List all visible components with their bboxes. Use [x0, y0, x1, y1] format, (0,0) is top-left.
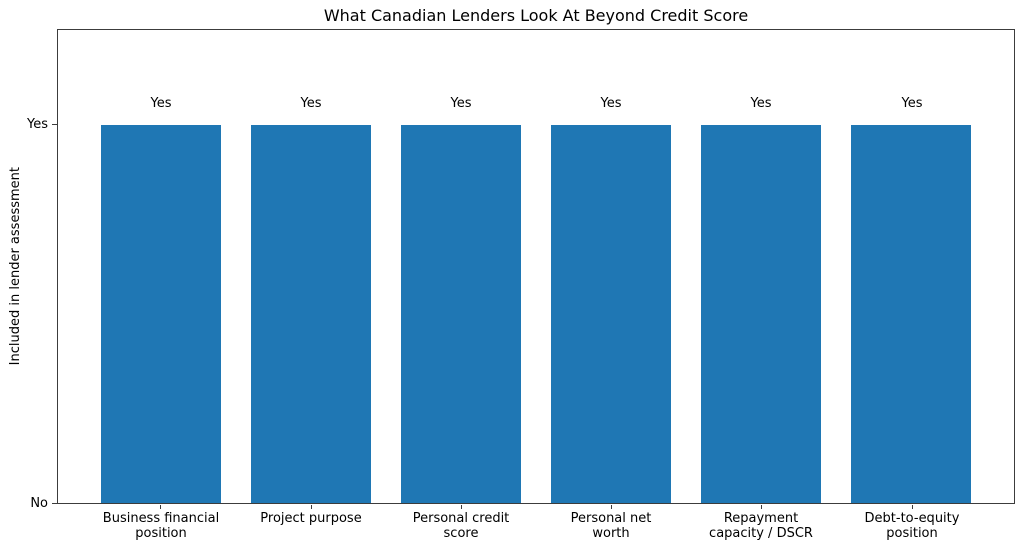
y-tick-mark-no — [52, 503, 57, 504]
x-tick-mark — [461, 505, 462, 509]
x-tick-label: Project purpose — [260, 511, 362, 526]
bar-value-label: Yes — [750, 96, 772, 111]
x-tick-label: Repayment capacity / DSCR — [709, 511, 813, 541]
bar-value-label: Yes — [300, 96, 322, 111]
bar-personal-credit-score — [401, 124, 521, 503]
bar-personal-net-worth — [551, 124, 671, 503]
bar-business-financial-position — [101, 124, 221, 503]
bar-value-label: Yes — [901, 96, 923, 111]
bar-value-label: Yes — [600, 96, 622, 111]
x-tick-label: Debt-to-equity position — [864, 511, 960, 541]
x-tick-label: Business financial position — [102, 511, 220, 541]
y-axis-label: Included in lender assessment — [4, 29, 26, 504]
bar-repayment-capacity-dscr — [701, 124, 821, 503]
x-tick-label: Personal net worth — [570, 511, 652, 541]
chart-title: What Canadian Lenders Look At Beyond Cre… — [323, 6, 749, 25]
bar-value-label: Yes — [150, 96, 172, 111]
y-tick-label-yes: Yes — [27, 117, 48, 132]
plot-area — [57, 29, 1015, 504]
bars-container — [101, 30, 971, 503]
x-tick-mark — [311, 505, 312, 509]
x-tick-label: Personal credit score — [412, 511, 510, 541]
y-axis-label-text: Included in lender assessment — [7, 167, 23, 366]
bar-debt-to-equity-position — [851, 124, 971, 503]
y-tick-mark-yes — [52, 124, 57, 125]
y-tick-label-no: No — [30, 496, 48, 511]
bar-value-label: Yes — [450, 96, 472, 111]
x-tick-mark — [761, 505, 762, 509]
x-tick-mark — [912, 505, 913, 509]
bar-project-purpose — [251, 124, 371, 503]
x-tick-mark — [611, 505, 612, 509]
x-tick-mark — [160, 505, 161, 509]
